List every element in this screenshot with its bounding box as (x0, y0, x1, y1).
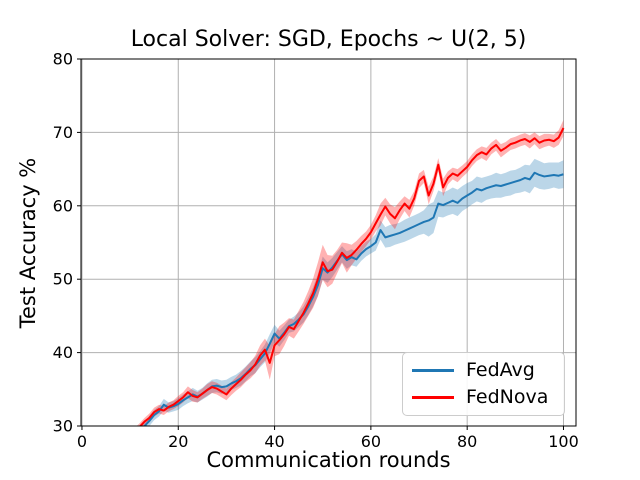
y-tick-label: 30 (53, 417, 73, 436)
data-layer (136, 119, 565, 426)
legend-label-fedavg: FedAvg (466, 359, 535, 381)
x-tick-label: 20 (168, 432, 188, 451)
legend: FedAvg FedNova (402, 352, 565, 416)
x-tick-label: 40 (264, 432, 284, 451)
legend-item-fedavg: FedAvg (403, 361, 564, 380)
x-tick-label: 0 (77, 432, 87, 451)
y-tick-label: 80 (53, 50, 73, 69)
axes-border (80, 58, 577, 427)
y-tick-label: 40 (53, 343, 73, 362)
fedavg-line-swatch (412, 369, 454, 372)
legend-label-fednova: FedNova (466, 386, 549, 408)
y-tick-label: 60 (53, 196, 73, 215)
x-tick-label: 80 (457, 432, 477, 451)
fednova-line-swatch (412, 396, 454, 399)
legend-item-fednova: FedNova (403, 388, 564, 407)
x-tick-label: 100 (548, 432, 579, 451)
x-tick-label: 60 (361, 432, 381, 451)
chart-title: Local Solver: SGD, Epochs ~ U(2, 5) (130, 27, 527, 52)
x-axis-label: Communication rounds (206, 448, 451, 472)
y-tick-label: 70 (53, 123, 73, 142)
y-tick-label: 50 (53, 270, 73, 289)
fednova-confidence-band (136, 119, 564, 426)
fednova-line (139, 127, 565, 426)
